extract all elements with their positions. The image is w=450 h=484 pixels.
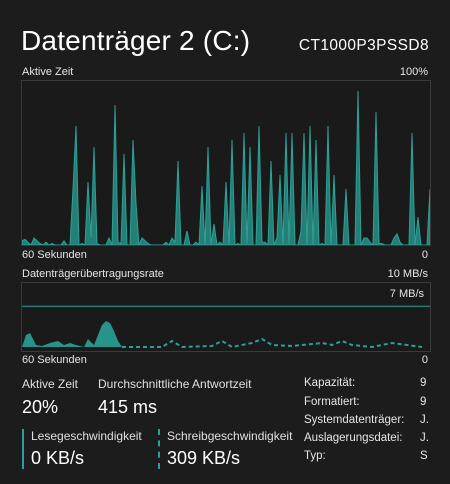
read-speed-value: 0 KB/s	[31, 448, 85, 468]
transfer-min: 0	[421, 354, 428, 366]
write-speed-indicator	[158, 429, 160, 469]
read-speed-label: Lesegeschwindigkeit	[31, 429, 142, 443]
active-time-area	[22, 90, 430, 245]
read-rate-area	[22, 321, 122, 347]
transfer-graph-label: Datenträgerübertragungsrate	[22, 268, 164, 280]
active-time-stat-label: Aktive Zeit	[22, 377, 79, 391]
transfer-graph	[21, 282, 431, 352]
active-time-stat-value: 20%	[22, 397, 59, 417]
capacity-label: Kapazität:	[304, 377, 356, 389]
disk-title: Datenträger 2 (C:)	[21, 25, 251, 56]
transfer-chart	[22, 305, 430, 349]
page-file-label: Auslagerungsdatei:	[304, 432, 403, 444]
read-speed-indicator	[22, 429, 24, 469]
capacity-value: 9	[420, 377, 427, 389]
formatted-label: Formatiert:	[304, 396, 360, 408]
type-label: Typ:	[304, 450, 326, 462]
write-rate-line	[122, 337, 423, 349]
formatted-value: 9	[420, 396, 427, 408]
write-speed-label: Schreibgeschwindigkeit	[167, 429, 293, 443]
active-time-graph	[21, 80, 431, 246]
active-time-duration: 60 Sekunden	[22, 249, 87, 261]
transfer-graph-max: 10 MB/s	[387, 268, 428, 280]
transfer-duration: 60 Sekunden	[22, 354, 87, 366]
disk-model: CT1000P3PSSD8	[298, 37, 429, 54]
active-time-chart	[22, 90, 430, 245]
type-value: S	[420, 450, 428, 462]
transfer-ref-label: 7 MB/s	[387, 288, 426, 300]
active-time-graph-max: 100%	[399, 66, 428, 78]
response-time-label: Durchschnittliche Antwortzeit	[98, 377, 252, 391]
response-time-value: 415 ms	[98, 397, 158, 417]
system-disk-label: Systemdatenträger:	[304, 414, 405, 426]
active-time-min: 0	[421, 249, 428, 261]
active-time-graph-label: Aktive Zeit	[22, 66, 74, 78]
write-speed-value: 309 KB/s	[167, 448, 241, 468]
system-disk-value: J.	[420, 414, 429, 426]
page-file-value: J.	[420, 432, 429, 444]
